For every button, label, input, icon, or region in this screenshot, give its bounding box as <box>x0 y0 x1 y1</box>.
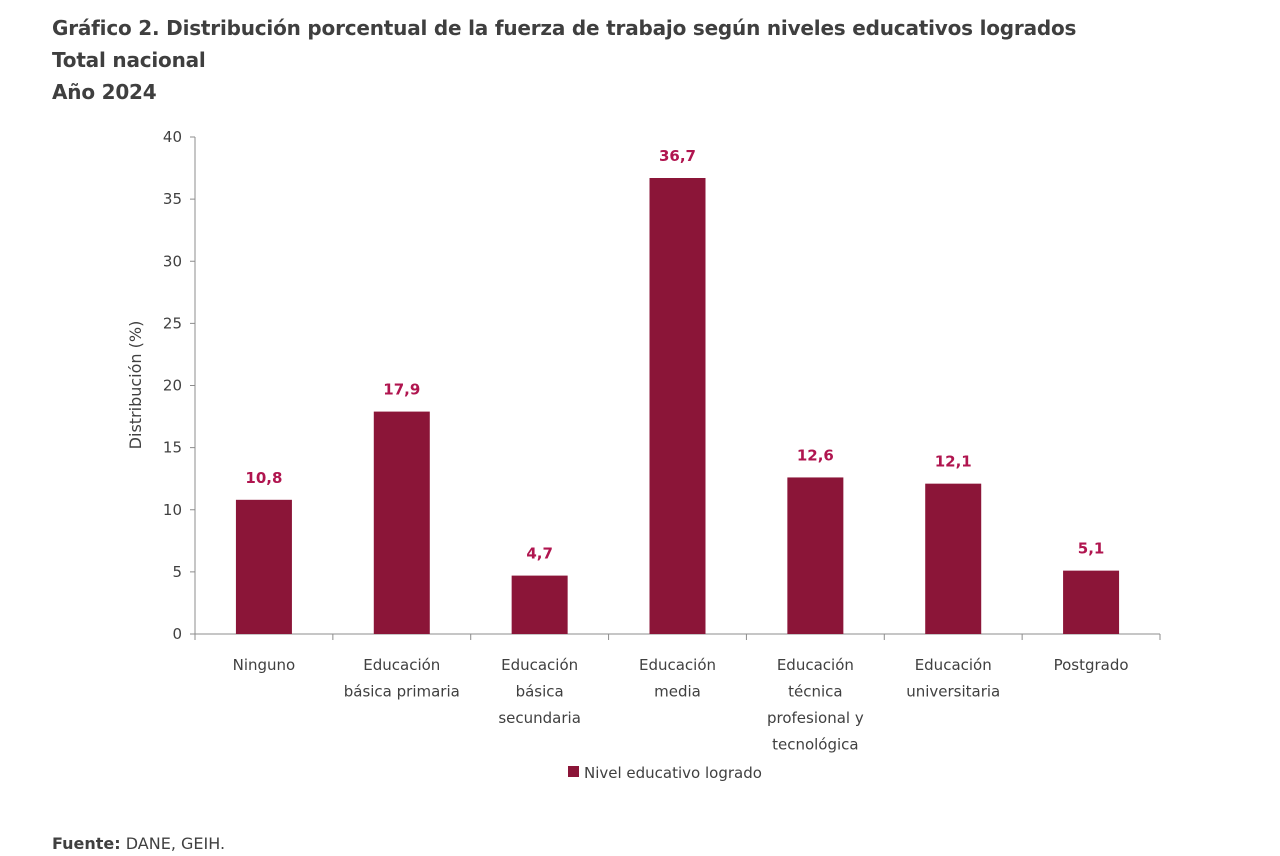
data-label: 12,6 <box>797 446 834 464</box>
bar <box>787 477 844 634</box>
chart-subtitle-region: Total nacional <box>52 48 206 72</box>
bar <box>511 575 568 634</box>
y-axis-label: Distribución (%) <box>126 321 145 450</box>
x-tick-label: Educación media <box>639 656 716 701</box>
y-tick-label: 25 <box>163 314 182 332</box>
y-tick-label: 35 <box>163 190 182 208</box>
source-note: Fuente: DANE, GEIH. <box>52 834 225 853</box>
y-tick-label: 0 <box>172 625 182 643</box>
x-tick-label: Educación básica secundaria <box>498 656 581 727</box>
y-tick-label: 20 <box>163 377 182 395</box>
data-label: 5,1 <box>1078 540 1105 558</box>
y-tick-label: 10 <box>163 501 182 519</box>
legend-swatch <box>568 766 579 777</box>
y-tick-label: 5 <box>172 563 182 581</box>
bar <box>235 499 292 634</box>
x-tick-label: Postgrado <box>1054 656 1129 674</box>
data-label: 17,9 <box>383 381 420 399</box>
x-tick-label: Educación básica primaria <box>344 656 460 701</box>
legend-label: Nivel educativo logrado <box>584 764 762 782</box>
y-tick-label: 15 <box>163 439 182 457</box>
chart-title: Gráfico 2. Distribución porcentual de la… <box>52 16 1077 40</box>
x-tick-label: Ninguno <box>233 656 296 674</box>
source-text: DANE, GEIH. <box>125 834 226 853</box>
bar <box>649 178 706 634</box>
data-label: 12,1 <box>935 453 972 471</box>
bar <box>373 411 430 634</box>
y-tick-label: 40 <box>163 128 182 146</box>
x-tick-label: Educación universitaria <box>906 656 1000 701</box>
data-label: 36,7 <box>659 147 696 165</box>
y-tick-label: 30 <box>163 252 182 270</box>
bar <box>925 483 982 634</box>
data-label: 4,7 <box>526 545 553 563</box>
data-label: 10,8 <box>245 469 282 487</box>
bar <box>1063 570 1120 634</box>
source-label: Fuente: <box>52 834 121 853</box>
x-tick-label: Educación técnica profesional y tecnológica <box>767 656 864 754</box>
chart-subtitle-year: Año 2024 <box>52 80 157 104</box>
